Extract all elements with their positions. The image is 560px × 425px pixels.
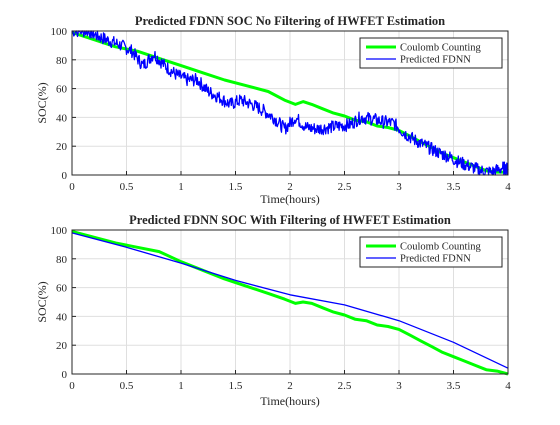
- bottom-y-tick-label: 20: [56, 340, 68, 352]
- top-x-tick-label: 3.5: [447, 181, 461, 193]
- bottom-x-tick-label: 1: [178, 380, 184, 392]
- top-x-tick-label: 0.5: [120, 181, 134, 193]
- top-subplot: Predicted FDNN SOC No Filtering of HWFET…: [35, 14, 511, 206]
- top-y-tick-label: 0: [62, 170, 68, 182]
- top-x-tick-label: 4: [505, 181, 511, 193]
- bottom-x-tick-label: 0: [69, 380, 75, 392]
- bottom-y-tick-label: 40: [56, 311, 68, 323]
- bottom-x-tick-label: 3: [396, 380, 402, 392]
- top-series-predicted-fdnn: [71, 30, 509, 176]
- bottom-y-tick-label: 100: [51, 225, 68, 237]
- top-chart-title: Predicted FDNN SOC No Filtering of HWFET…: [135, 14, 445, 28]
- top-x-tick-label: 0: [69, 181, 75, 193]
- top-legend-label-coulomb-counting: Coulomb Counting: [400, 43, 482, 54]
- bottom-x-axis-label: Time(hours): [260, 394, 320, 408]
- top-x-tick-label: 2.5: [338, 181, 352, 193]
- bottom-legend-label-coulomb-counting: Coulomb Counting: [400, 242, 482, 253]
- top-legend-label-predicted-fdnn: Predicted FDNN: [400, 55, 471, 66]
- top-y-tick-label: 20: [56, 141, 68, 153]
- bottom-legend-box: [359, 236, 503, 268]
- bottom-x-tick-label: 4: [505, 380, 511, 392]
- top-x-axis-label: Time(hours): [260, 192, 320, 206]
- bottom-x-tick-label: 1.5: [229, 380, 243, 392]
- top-y-tick-label: 40: [56, 112, 68, 124]
- bottom-x-tick-label: 2.5: [338, 380, 352, 392]
- bottom-series-predicted-fdnn: [71, 232, 509, 369]
- top-y-tick-label: 100: [51, 26, 68, 38]
- bottom-x-tick-label: 2: [287, 380, 293, 392]
- top-x-tick-label: 2: [287, 181, 293, 193]
- top-y-tick-label: 60: [56, 84, 68, 96]
- bottom-y-tick-label: 80: [56, 254, 68, 266]
- top-y-tick-label: 80: [56, 55, 68, 67]
- top-legend-box: [359, 37, 503, 69]
- bottom-x-tick-label: 3.5: [447, 380, 461, 392]
- bottom-chart-title: Predicted FDNN SOC With Filtering of HWF…: [129, 213, 451, 227]
- bottom-x-tick-label: 0.5: [120, 380, 134, 392]
- bottom-y-tick-label: 0: [62, 369, 68, 381]
- top-y-axis-label: SOC(%): [35, 82, 49, 123]
- bottom-series-coulomb-counting: [71, 229, 509, 376]
- bottom-y-axis-label: SOC(%): [35, 281, 49, 322]
- bottom-legend-label-predicted-fdnn: Predicted FDNN: [400, 254, 471, 265]
- bottom-y-tick-label: 60: [56, 283, 68, 295]
- top-x-tick-label: 3: [396, 181, 402, 193]
- top-x-tick-label: 1.5: [229, 181, 243, 193]
- top-x-tick-label: 1: [178, 181, 184, 193]
- bottom-subplot: Predicted FDNN SOC With Filtering of HWF…: [35, 213, 511, 408]
